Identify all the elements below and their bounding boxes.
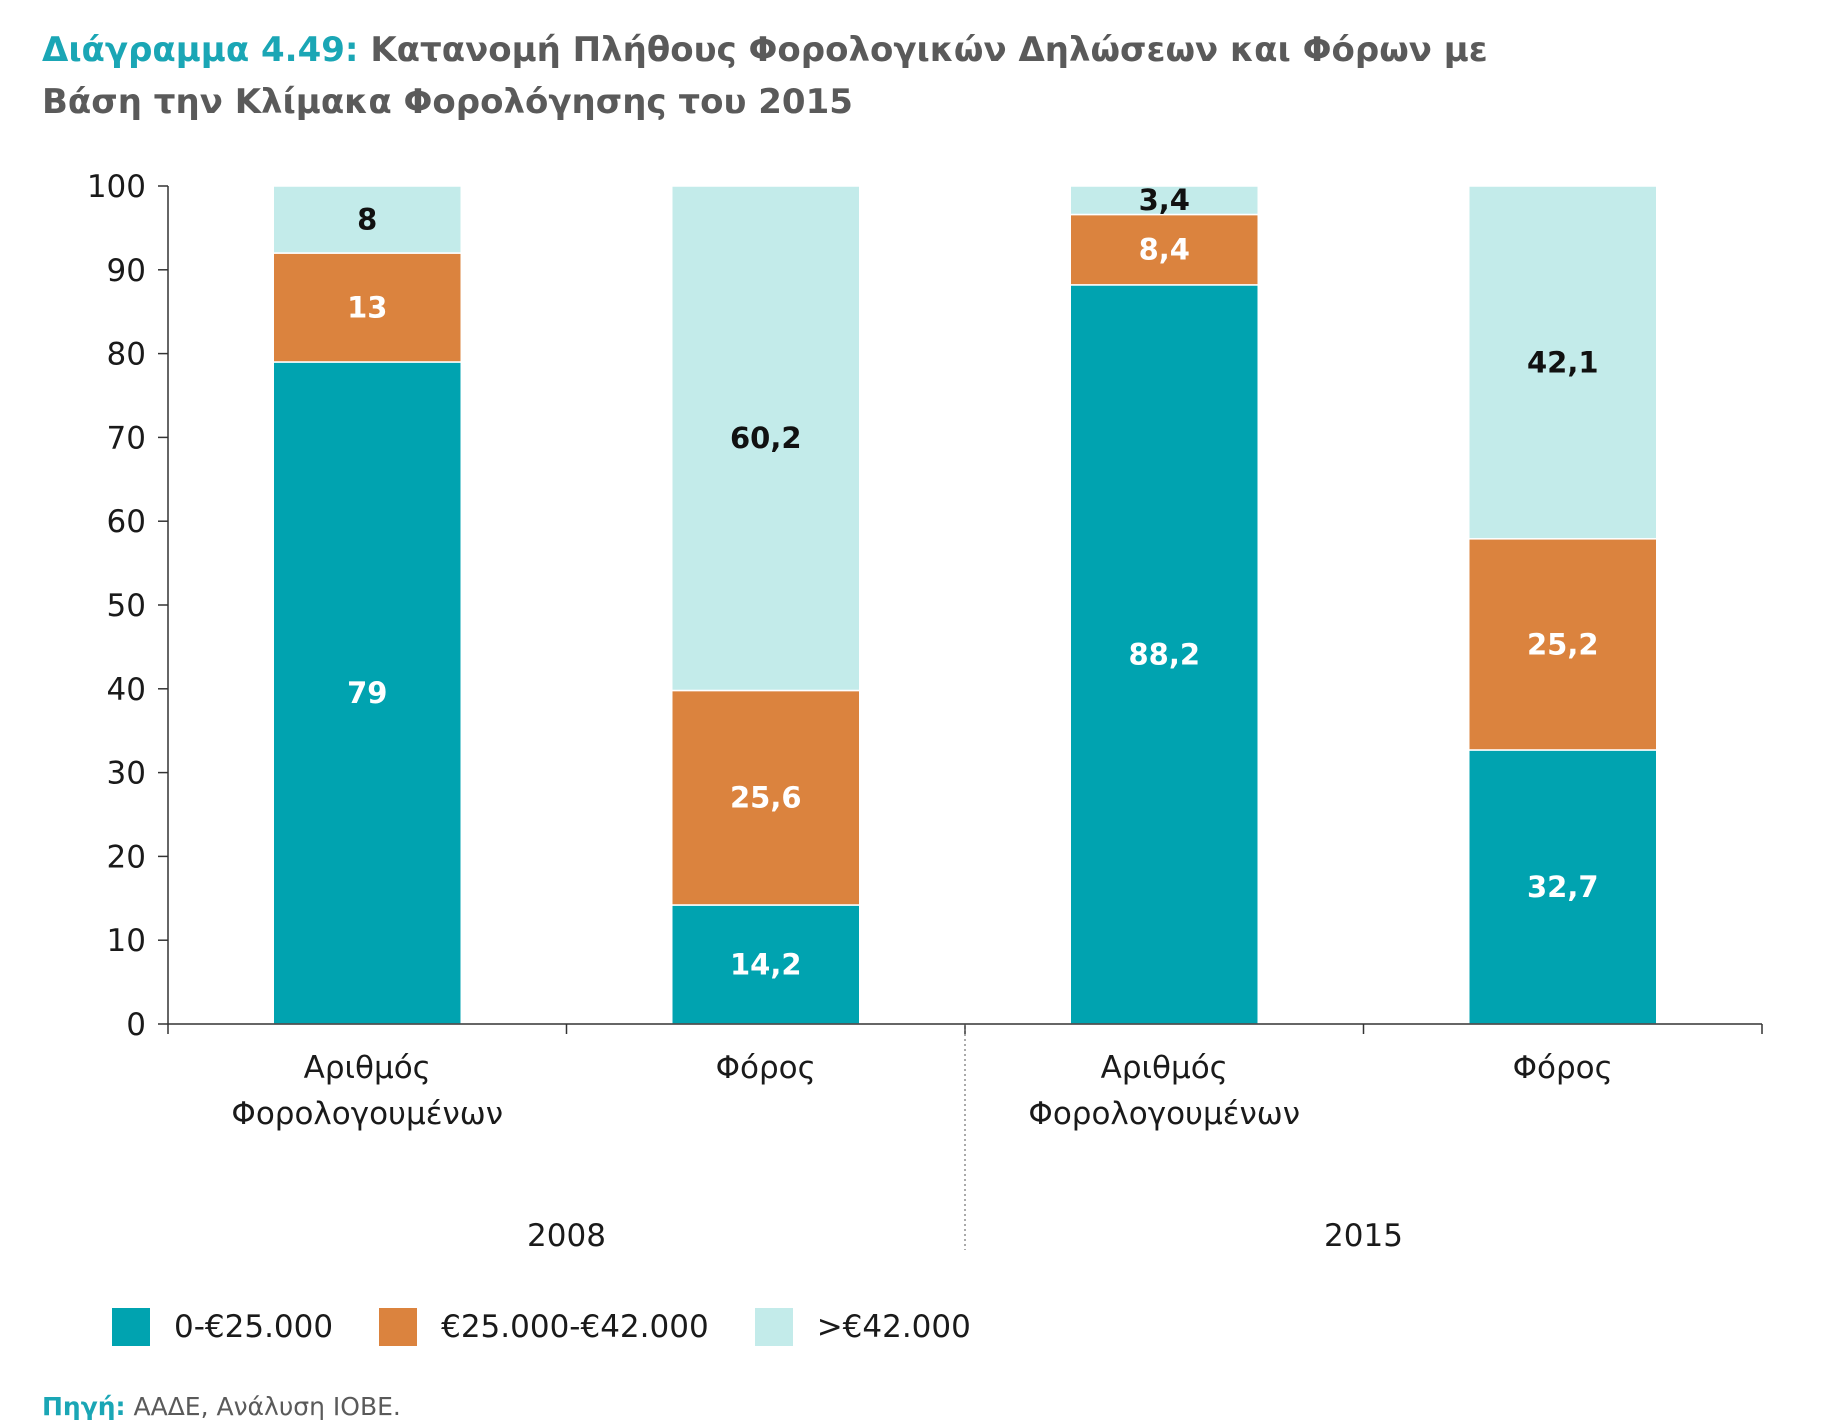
y-tick-label: 60 bbox=[107, 504, 146, 540]
chart-title: Διάγραμμα 4.49: Κατανομή Πλήθους Φορολογ… bbox=[42, 24, 1742, 128]
group-label: 2008 bbox=[527, 1218, 606, 1254]
category-label: Φόρος bbox=[1513, 1050, 1613, 1086]
legend-swatch-high bbox=[754, 1308, 793, 1346]
bar-segment bbox=[671, 904, 861, 1025]
y-tick-label: 20 bbox=[107, 839, 146, 875]
legend-label-high: >€42.000 bbox=[816, 1309, 971, 1345]
legend-label-mid: €25.000-€42.000 bbox=[441, 1309, 709, 1345]
category-label: Αριθμός bbox=[304, 1050, 431, 1086]
legend-item-low: 0-€25.000 bbox=[112, 1308, 333, 1346]
category-label: Φορολογουμένων bbox=[231, 1096, 503, 1132]
bar-segment bbox=[1069, 284, 1259, 1025]
data-label: 25,6 bbox=[730, 781, 802, 815]
y-tick-label: 70 bbox=[107, 420, 146, 456]
legend-label-low: 0-€25.000 bbox=[174, 1309, 334, 1345]
category-label: Φορολογουμένων bbox=[1028, 1096, 1300, 1132]
legend-item-mid: €25.000-€42.000 bbox=[379, 1308, 709, 1346]
data-label: 25,2 bbox=[1527, 627, 1599, 661]
source-text: ΑΑΔΕ, Ανάλυση ΙΟΒΕ. bbox=[125, 1392, 401, 1421]
source-label: Πηγή: bbox=[42, 1392, 126, 1421]
data-label: 3,4 bbox=[1139, 183, 1190, 217]
chart-title-line1: Κατανομή Πλήθους Φορολογικών Δηλώσεων κα… bbox=[358, 30, 1488, 70]
legend-swatch-mid bbox=[379, 1308, 418, 1346]
data-label: 14,2 bbox=[730, 948, 802, 982]
legend-item-high: >€42.000 bbox=[754, 1308, 971, 1346]
bar-segment bbox=[272, 185, 462, 254]
data-label: 88,2 bbox=[1128, 637, 1200, 671]
bar-segment bbox=[1069, 213, 1259, 286]
bar-segment bbox=[272, 252, 462, 363]
y-tick-label: 90 bbox=[107, 253, 146, 289]
data-label: 32,7 bbox=[1527, 870, 1599, 904]
y-tick-label: 40 bbox=[107, 672, 146, 708]
chart-title-prefix: Διάγραμμα 4.49: bbox=[42, 30, 359, 70]
legend: 0-€25.000 €25.000-€42.000 >€42.000 bbox=[112, 1308, 971, 1346]
bar-segment bbox=[272, 361, 462, 1025]
y-tick-label: 10 bbox=[107, 923, 146, 959]
data-label: 60,2 bbox=[730, 421, 802, 455]
bar-segment bbox=[1069, 185, 1259, 216]
data-label: 79 bbox=[347, 676, 387, 710]
source-note: Πηγή: ΑΑΔΕ, Ανάλυση ΙΟΒΕ. bbox=[42, 1392, 401, 1421]
bar-segment bbox=[671, 689, 861, 906]
y-tick-label: 100 bbox=[87, 169, 146, 205]
data-label: 13 bbox=[347, 291, 387, 325]
category-label: Φόρος bbox=[716, 1050, 816, 1086]
y-tick-label: 50 bbox=[107, 588, 146, 624]
bar-segment bbox=[1468, 538, 1658, 751]
chart-title-line2: Βάση την Κλίμακα Φορολόγησης του 2015 bbox=[42, 82, 853, 122]
bar-segment bbox=[1468, 185, 1658, 540]
bar-segment bbox=[1468, 749, 1658, 1025]
y-tick-label: 30 bbox=[107, 756, 146, 792]
legend-swatch-low bbox=[112, 1308, 150, 1346]
category-label: Αριθμός bbox=[1101, 1050, 1228, 1086]
data-label: 42,1 bbox=[1527, 345, 1599, 379]
data-label: 8,4 bbox=[1139, 233, 1190, 267]
group-label: 2015 bbox=[1324, 1218, 1403, 1254]
y-tick-label: 80 bbox=[107, 337, 146, 373]
stacked-bar-chart: 0 10 20 30 40 50 60 70 80 90 100 79 13 8 Αριθμός Φορολο… bbox=[87, 169, 1763, 1254]
y-tick-label: 0 bbox=[126, 1007, 146, 1043]
data-label: 8 bbox=[357, 203, 377, 237]
bar-segment bbox=[671, 185, 861, 692]
